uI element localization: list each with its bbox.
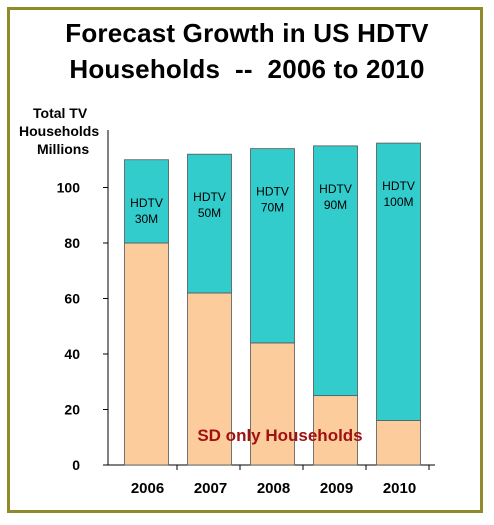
x-tick-label-2008: 2008 [257,480,290,497]
y-tick-label: 20 [64,402,80,418]
bar-hdtv-2008 [250,148,295,344]
y-tick-label: 40 [64,346,80,362]
y-tick-label: 60 [64,291,80,307]
y-axis-label-line-3: Millions [37,141,90,157]
y-tick-label: 100 [57,180,81,196]
y-axis-label-line-1: Total TV [33,105,88,121]
bar-label-2006: HDTV 30M [130,196,163,226]
bar-label-2009: HDTV 90M [319,182,352,212]
y-tick-label: 0 [72,457,80,473]
y-axis-label-line-2: Households [19,123,100,139]
bar-hdtv-2009 [313,145,358,397]
bar-sd-2008 [250,342,295,466]
chart-title-line-2: Households -- 2006 to 2010 [69,54,425,84]
bar-hdtv-2006 [124,159,169,244]
chart-title-line-1: Forecast Growth in US HDTV [65,18,429,48]
x-tick-label-2010: 2010 [383,480,416,497]
bar-sd-2010 [376,420,421,466]
bar-hdtv-2007 [187,153,232,294]
bar-label-2008: HDTV 70M [256,185,289,215]
bar-label-2007: HDTV 50M [193,190,226,220]
sd-households-annotation: SD only Households [197,426,362,445]
x-tick-label-2009: 2009 [320,480,353,497]
x-tick-label-2007: 2007 [194,480,227,497]
bar-label-2010: HDTV 100M [382,179,415,209]
x-tick-label-2006: 2006 [131,480,164,497]
bar-hdtv-2010 [376,142,421,422]
bar-sd-2007 [187,292,232,466]
y-tick-label: 80 [64,235,80,251]
bar-sd-2006 [124,242,169,466]
